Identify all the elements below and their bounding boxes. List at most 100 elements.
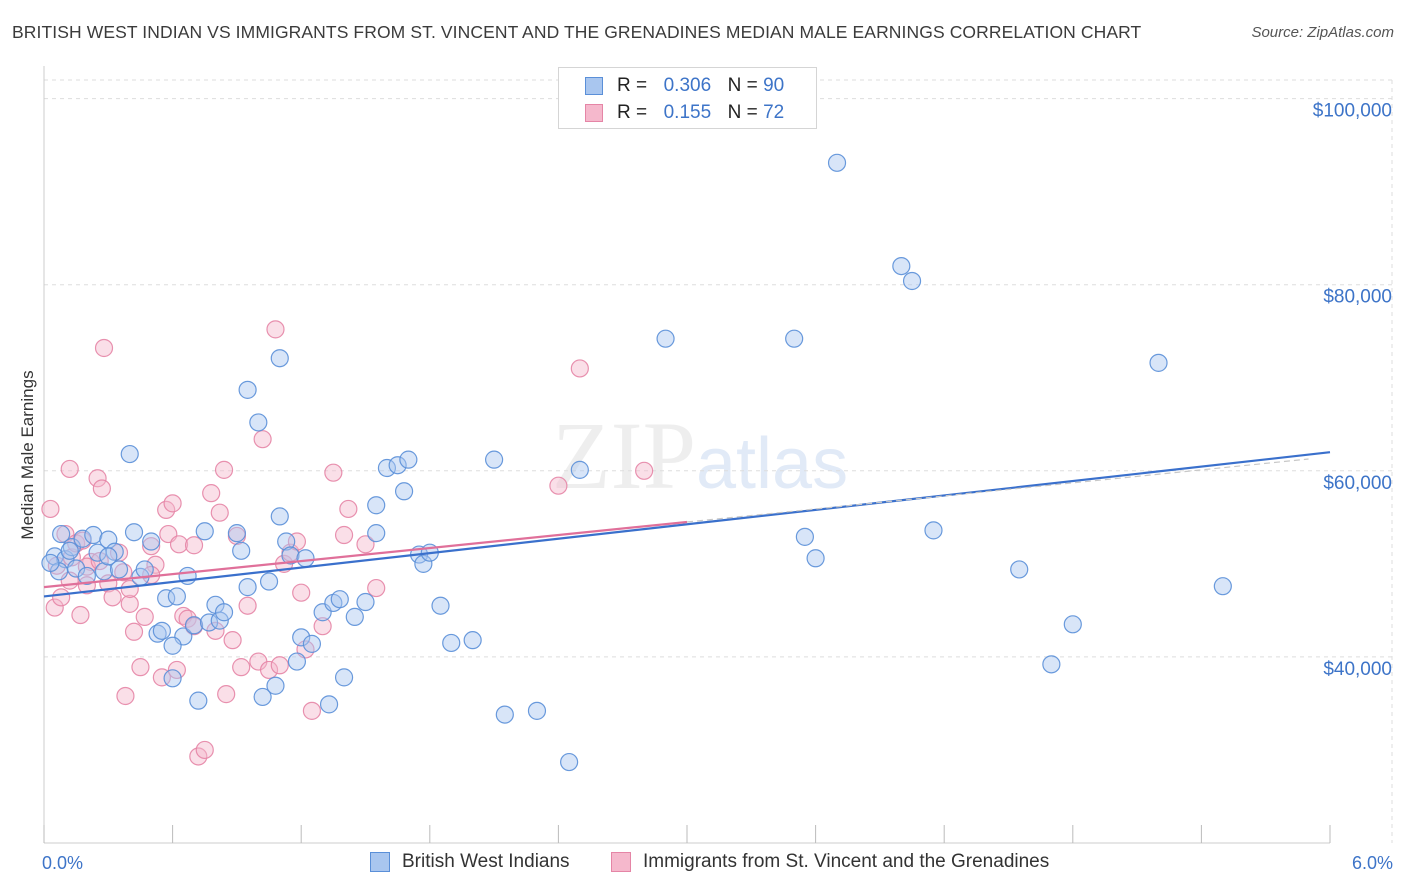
- source-label: Source: ZipAtlas.com: [1251, 24, 1394, 41]
- legend-n-value: 90: [763, 75, 785, 96]
- point-st-vincent: [60, 459, 79, 479]
- point-st-vincent: [189, 747, 208, 766]
- point-british-west-indians: [902, 271, 922, 291]
- point-st-vincent: [178, 609, 197, 628]
- point-british-west-indians: [1149, 353, 1168, 372]
- point-british-west-indians: [270, 349, 289, 368]
- point-st-vincent: [549, 476, 568, 495]
- point-st-vincent: [120, 579, 139, 599]
- point-british-west-indians: [367, 496, 386, 515]
- point-british-west-indians: [806, 549, 825, 568]
- point-st-vincent: [157, 500, 176, 519]
- point-british-west-indians: [142, 532, 161, 551]
- point-british-west-indians: [394, 482, 414, 501]
- point-british-west-indians: [195, 522, 214, 541]
- point-st-vincent: [292, 583, 311, 602]
- point-british-west-indians: [399, 450, 418, 469]
- point-st-vincent: [94, 338, 114, 358]
- grid-lines: [44, 79, 1393, 843]
- point-british-west-indians: [277, 532, 296, 551]
- point-st-vincent: [92, 479, 111, 498]
- point-st-vincent: [232, 658, 251, 677]
- point-st-vincent: [202, 484, 221, 503]
- point-st-vincent: [313, 617, 332, 636]
- legend-r-value: 0.155: [663, 102, 712, 123]
- watermark-atlas: atlas: [696, 424, 849, 504]
- legend-row-pink: R = 0.155 N = 72: [585, 101, 784, 125]
- point-st-vincent: [103, 588, 122, 607]
- point-st-vincent: [356, 535, 375, 554]
- point-st-vincent: [41, 499, 60, 519]
- point-british-west-indians: [152, 621, 171, 640]
- legend-swatch-pink: [611, 852, 631, 872]
- point-british-west-indians: [388, 456, 407, 475]
- point-british-west-indians: [259, 572, 279, 591]
- point-british-west-indians: [296, 549, 315, 568]
- point-st-vincent: [270, 656, 289, 675]
- point-british-west-indians: [1010, 560, 1029, 579]
- point-st-vincent: [238, 596, 257, 615]
- y-tick-label: $80,000: [1323, 287, 1392, 308]
- point-british-west-indians: [892, 256, 911, 276]
- point-british-west-indians: [120, 444, 139, 464]
- point-british-west-indians: [189, 691, 208, 710]
- series-blue-points: [41, 153, 1232, 772]
- point-british-west-indians: [367, 524, 386, 543]
- point-st-vincent: [131, 658, 150, 677]
- point-british-west-indians: [214, 603, 234, 622]
- point-st-vincent: [324, 463, 343, 482]
- point-st-vincent: [169, 535, 189, 554]
- legend-label: Immigrants from St. Vincent and the Gren…: [643, 851, 1050, 872]
- point-st-vincent: [124, 622, 144, 641]
- point-british-west-indians: [330, 590, 349, 609]
- point-st-vincent: [339, 499, 358, 519]
- point-st-vincent: [367, 578, 386, 598]
- point-british-west-indians: [60, 541, 79, 560]
- point-british-west-indians: [414, 554, 433, 573]
- y-tick-label: $100,000: [1313, 101, 1392, 122]
- point-british-west-indians: [463, 631, 482, 650]
- point-british-west-indians: [485, 450, 504, 469]
- legend-item-st-vincent[interactable]: Immigrants from St. Vincent and the Gren…: [611, 851, 1049, 873]
- correlation-legend: R = 0.306 N = 90 R = 0.155 N = 72: [558, 67, 817, 129]
- legend-item-british-west-indians[interactable]: British West Indians: [370, 851, 570, 873]
- point-british-west-indians: [124, 523, 144, 542]
- point-st-vincent: [77, 576, 96, 595]
- series-pink-points: [41, 320, 654, 766]
- point-british-west-indians: [356, 592, 375, 612]
- point-st-vincent: [259, 660, 279, 680]
- legend-swatch-blue: [370, 852, 390, 872]
- point-british-west-indians: [334, 668, 354, 687]
- point-british-west-indians: [570, 460, 589, 479]
- point-british-west-indians: [227, 524, 246, 543]
- point-british-west-indians: [345, 607, 364, 626]
- point-british-west-indians: [924, 521, 943, 540]
- point-british-west-indians: [281, 546, 300, 565]
- series-legend: British West Indians Immigrants from St.…: [0, 851, 1406, 879]
- legend-n-value: 72: [763, 102, 785, 123]
- point-british-west-indians: [52, 524, 71, 544]
- point-british-west-indians: [442, 633, 461, 653]
- point-british-west-indians: [249, 413, 268, 432]
- point-british-west-indians: [184, 616, 204, 635]
- point-st-vincent: [217, 685, 236, 704]
- y-tick-label: $40,000: [1323, 659, 1392, 680]
- point-st-vincent: [334, 525, 354, 545]
- point-st-vincent: [253, 430, 272, 449]
- point-st-vincent: [223, 631, 242, 650]
- point-st-vincent: [52, 588, 71, 607]
- legend-n-label: N =: [727, 75, 758, 96]
- point-british-west-indians: [238, 578, 257, 597]
- point-british-west-indians: [287, 652, 307, 671]
- point-british-west-indians: [266, 676, 285, 695]
- point-st-vincent: [302, 701, 322, 720]
- legend-row-blue: R = 0.306 N = 90: [585, 74, 784, 98]
- point-british-west-indians: [163, 669, 182, 688]
- point-st-vincent: [570, 359, 589, 378]
- point-british-west-indians: [656, 329, 675, 348]
- trend-line-pink: [43, 520, 688, 589]
- point-british-west-indians: [292, 628, 311, 647]
- point-british-west-indians: [495, 705, 514, 724]
- y-tick-label: $60,000: [1323, 473, 1392, 494]
